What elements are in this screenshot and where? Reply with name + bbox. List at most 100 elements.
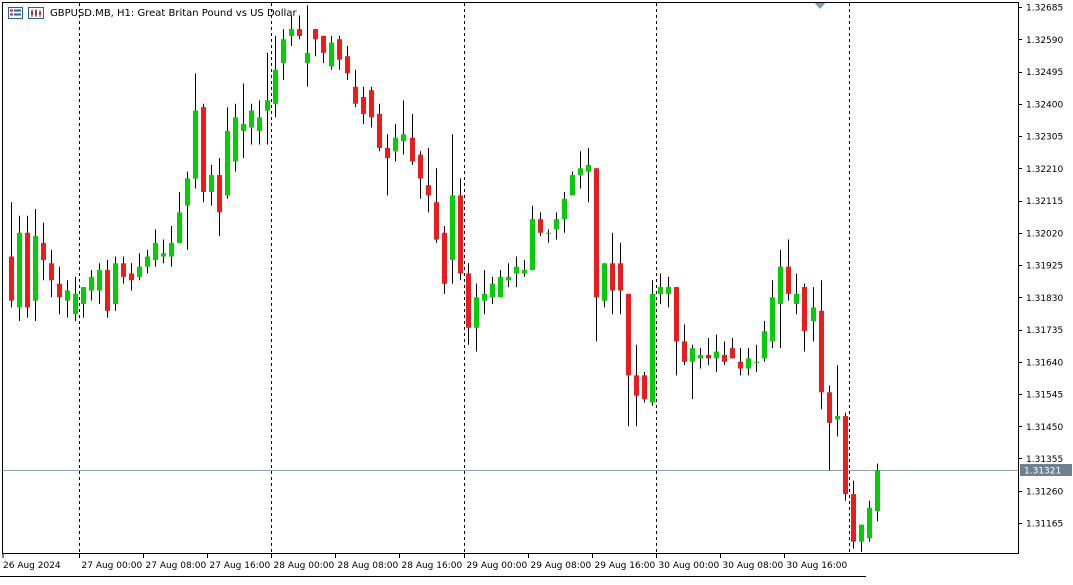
candle [137, 253, 142, 281]
price-tick-label: 1.32495 [1026, 68, 1063, 78]
bull-candle-body [835, 416, 840, 420]
price-tick-label: 1.31165 [1026, 520, 1063, 530]
time-tick-label: 28 Aug 00:00 [274, 561, 335, 571]
candle [434, 168, 439, 243]
bear-candle-body [313, 29, 318, 40]
bear-candle-body [634, 375, 639, 396]
candle [514, 256, 519, 288]
candle [690, 344, 695, 400]
bull-candle-body [578, 168, 583, 176]
time-tick-label: 26 Aug 2024 [3, 561, 61, 571]
bear-candle-body [41, 242, 46, 260]
price-tick-label: 1.32210 [1026, 165, 1063, 175]
bull-candle-body [474, 297, 479, 328]
bull-candle-body [450, 195, 455, 260]
chart-tab-icon[interactable] [28, 7, 44, 19]
candle [265, 52, 270, 145]
candle [522, 259, 527, 277]
bull-candle-body [113, 263, 118, 305]
bull-candle-body [257, 117, 262, 131]
candle [698, 348, 703, 369]
candle [466, 263, 471, 345]
candle [153, 229, 158, 267]
candle [89, 270, 94, 301]
bull-candle-body [811, 307, 816, 322]
candle [313, 29, 318, 57]
bull-candle-body [33, 236, 38, 301]
bear-candle-body [722, 354, 727, 362]
candle [770, 280, 775, 349]
candle [835, 365, 840, 437]
bear-candle-body [738, 361, 743, 369]
bear-candle-body [369, 90, 374, 118]
bull-candle-body [562, 198, 567, 220]
candle [225, 107, 230, 199]
price-axis[interactable]: 1.32685 1.32590 1.32495 1.32400 1.32305 1.322… [1018, 4, 1072, 530]
bull-candle-body [658, 287, 663, 294]
price-tick-label: 1.32590 [1026, 36, 1063, 46]
candle [442, 225, 447, 294]
bear-candle-body [786, 266, 791, 294]
bear-candle-body [827, 392, 832, 423]
candle [337, 35, 342, 70]
candle [738, 348, 743, 376]
bear-candle-body [706, 354, 711, 359]
bull-candle-body [770, 297, 775, 342]
window-list-icon[interactable] [8, 7, 23, 19]
candle [482, 270, 487, 315]
candle [410, 113, 415, 165]
candle [377, 103, 382, 152]
bull-candle-body [554, 219, 559, 230]
candle [458, 178, 463, 281]
bull-candle-body [73, 293, 78, 315]
candle [209, 164, 214, 206]
bear-candle-body [426, 185, 431, 196]
price-tick-label: 1.32685 [1026, 4, 1063, 14]
current-price-tag-label: 1.31321 [1024, 467, 1061, 477]
candle [778, 249, 783, 349]
bull-candle-body [137, 266, 142, 277]
candle [161, 239, 166, 264]
candle [546, 229, 551, 243]
bull-candle-body [602, 263, 607, 301]
candle [618, 242, 623, 315]
bear-candle-body [418, 154, 423, 179]
shift-marker-icon[interactable] [814, 3, 826, 9]
bull-candle-body [89, 276, 94, 291]
candle [241, 83, 246, 159]
bull-candle-body [666, 287, 671, 294]
bull-candle-body [193, 110, 198, 179]
bull-candle-body [530, 219, 535, 271]
bull-candle-body [97, 270, 102, 291]
bear-candle-body [361, 96, 366, 114]
candle [722, 341, 727, 366]
candle [706, 337, 711, 366]
bear-candle-body [626, 293, 631, 376]
candle [610, 232, 615, 315]
time-tick-label: 27 Aug 08:00 [146, 561, 207, 571]
candle [418, 151, 423, 199]
candle [361, 86, 366, 125]
candle [450, 134, 455, 284]
time-axis[interactable]: 26 Aug 2024 27 Aug 00:00 27 Aug 08:00 27 Au… [2, 553, 847, 571]
plot-frame [2, 2, 1019, 554]
bull-candle-body [329, 42, 334, 67]
bear-candle-body [57, 283, 62, 298]
candle [345, 46, 350, 80]
bear-candle-body [442, 232, 447, 284]
candle [786, 239, 791, 301]
candle [426, 147, 431, 213]
candle [177, 192, 182, 243]
bear-candle-body [434, 202, 439, 240]
candle [401, 100, 406, 155]
candle [530, 205, 535, 271]
price-tick-label: 1.31925 [1026, 262, 1063, 272]
bull-candle-body [498, 276, 503, 298]
price-tick-label: 1.31640 [1026, 358, 1063, 368]
candle [578, 151, 583, 189]
price-tick-label: 1.31355 [1026, 455, 1063, 465]
candle [730, 337, 735, 359]
bear-candle-body [843, 416, 848, 495]
